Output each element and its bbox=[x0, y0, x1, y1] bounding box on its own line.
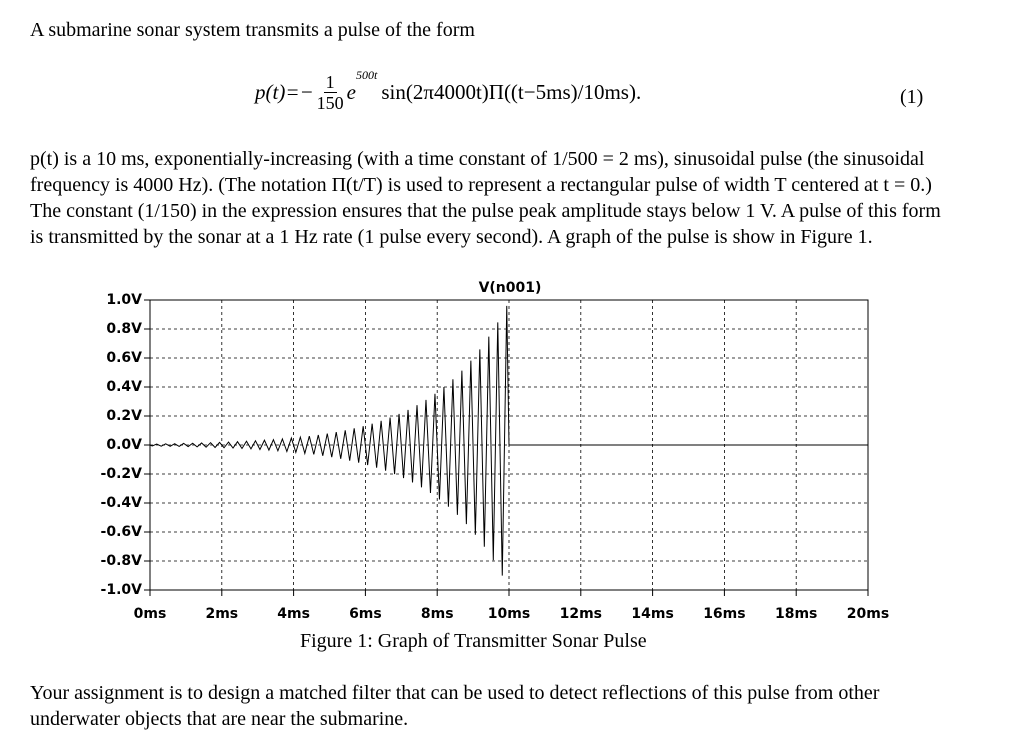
y-tick-label: 0.4V bbox=[106, 379, 142, 395]
paragraph: p(t) is a 10 ms, exponentially-increasin… bbox=[30, 148, 941, 248]
y-tick-label: 1.0V bbox=[106, 292, 142, 308]
x-tick-label: 10ms bbox=[488, 606, 530, 622]
eq-base: e bbox=[346, 80, 356, 104]
y-tick-label: -0.6V bbox=[101, 524, 143, 540]
chart-title: V(n001) bbox=[479, 280, 542, 296]
eq-numerator: 1 bbox=[323, 72, 337, 93]
x-tick-label: 20ms bbox=[847, 606, 889, 622]
x-tick-label: 12ms bbox=[560, 606, 602, 622]
eq-fraction: 1 150 bbox=[317, 72, 344, 113]
y-tick-label: 0.0V bbox=[106, 437, 142, 453]
eq-denominator: 150 bbox=[316, 93, 344, 113]
y-tick-label: 0.6V bbox=[106, 350, 142, 366]
caption: Figure 1: Graph of Transmitter Sonar Pul… bbox=[300, 630, 647, 652]
x-tick-label: 2ms bbox=[205, 606, 238, 622]
y-tick-label: 0.2V bbox=[106, 408, 142, 424]
waveform bbox=[149, 305, 868, 576]
x-tick-label: 4ms bbox=[277, 606, 310, 622]
eq-exponent: 500t bbox=[356, 68, 378, 82]
y-tick-label: -0.2V bbox=[101, 466, 143, 482]
intro: A submarine sonar system transmits a pul… bbox=[30, 19, 475, 41]
eq-rest: sin(2π4000t)Π((t−5ms)/10ms). bbox=[381, 80, 642, 104]
equation: p(t)=− 1 150 e 500t sin(2π4000t)Π((t−5ms)/… bbox=[255, 68, 642, 113]
x-tick-label: 14ms bbox=[631, 606, 673, 622]
y-tick-label: 0.8V bbox=[106, 321, 142, 337]
closing: Your assignment is to design a matched f… bbox=[30, 682, 880, 730]
y-tick-label: -1.0V bbox=[101, 582, 143, 598]
x-tick-label: 6ms bbox=[349, 606, 382, 622]
x-tick-label: 8ms bbox=[421, 606, 454, 622]
x-tick-label: 16ms bbox=[703, 606, 745, 622]
x-tick-label: 0ms bbox=[134, 606, 167, 622]
y-tick-label: -0.4V bbox=[101, 495, 143, 511]
x-tick-label: 18ms bbox=[775, 606, 817, 622]
eq-lhs: p(t)=− bbox=[255, 80, 314, 104]
y-tick-label: -0.8V bbox=[101, 553, 143, 569]
eq-number: (1) bbox=[900, 86, 924, 108]
